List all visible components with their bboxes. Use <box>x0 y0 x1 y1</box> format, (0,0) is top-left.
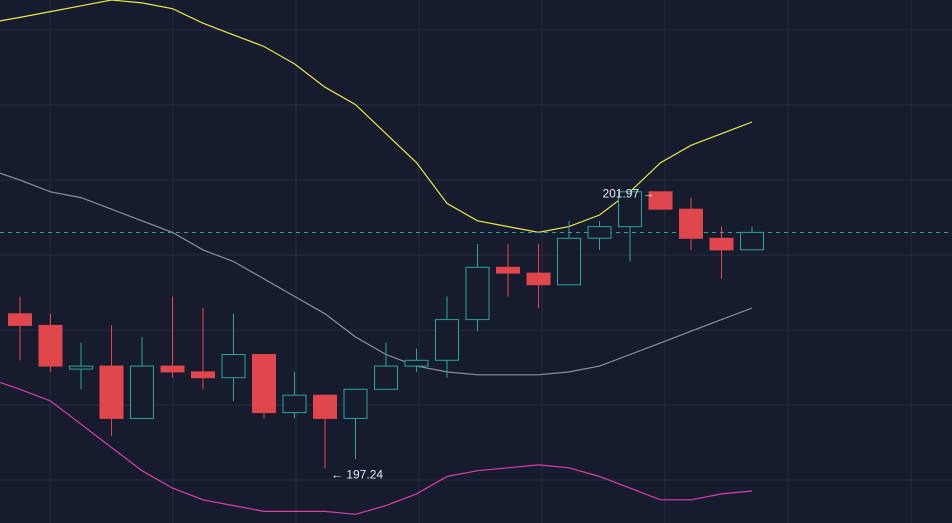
candle <box>343 388 368 460</box>
candle-body-down <box>252 354 276 414</box>
candle-body-down <box>8 313 32 326</box>
candle <box>282 371 307 419</box>
candle-body-up <box>557 237 581 286</box>
bollinger-bands <box>0 0 753 515</box>
candle <box>8 296 32 361</box>
middle-band-line <box>0 172 753 376</box>
candle <box>69 342 93 390</box>
candle-body-up <box>374 365 398 390</box>
candles <box>8 191 764 469</box>
candle <box>618 191 642 262</box>
candle-body-down <box>679 208 703 239</box>
candle <box>221 313 246 401</box>
candle-body-down <box>313 394 337 419</box>
candle <box>252 354 276 419</box>
candle <box>160 296 185 378</box>
candle-body-up <box>130 365 154 419</box>
candle <box>709 226 734 279</box>
candle-body-up <box>404 359 429 367</box>
candle <box>374 342 398 390</box>
lower-band-line <box>0 381 753 515</box>
candle <box>587 220 612 250</box>
candle <box>99 325 124 436</box>
candle-body-up <box>465 266 490 321</box>
candle <box>679 197 703 250</box>
candle <box>130 337 154 419</box>
candle-body-up <box>343 388 368 419</box>
candle-body-down <box>496 266 520 274</box>
candle-body-down <box>191 371 215 379</box>
candle <box>740 226 764 251</box>
candle <box>191 307 215 390</box>
candle-body-up <box>435 319 459 361</box>
candle-body-up <box>282 394 307 414</box>
candle-body-down <box>99 365 124 419</box>
candle <box>435 296 459 378</box>
candle <box>496 244 520 297</box>
candle-body-down <box>38 324 63 367</box>
candle <box>38 313 63 372</box>
candle-body-up <box>69 365 93 370</box>
candle-body-up <box>618 191 642 228</box>
candle-body-down <box>160 365 185 373</box>
candle <box>465 244 490 332</box>
candle <box>313 394 337 469</box>
candle-body-up <box>740 231 764 251</box>
candle <box>526 244 551 308</box>
annotation-label: ← 197.24 <box>331 467 383 481</box>
candle-body-up <box>587 226 612 239</box>
candle-body-down <box>526 272 551 286</box>
candle-body-down <box>709 237 734 251</box>
annotations: 201.97 → ← 197.24 <box>331 187 655 482</box>
candle <box>404 348 429 372</box>
candle <box>557 220 581 286</box>
annotation-label: 201.97 → <box>602 187 654 201</box>
candle-body-up <box>221 354 246 379</box>
candle-body-down <box>648 191 673 210</box>
candle <box>648 191 673 210</box>
